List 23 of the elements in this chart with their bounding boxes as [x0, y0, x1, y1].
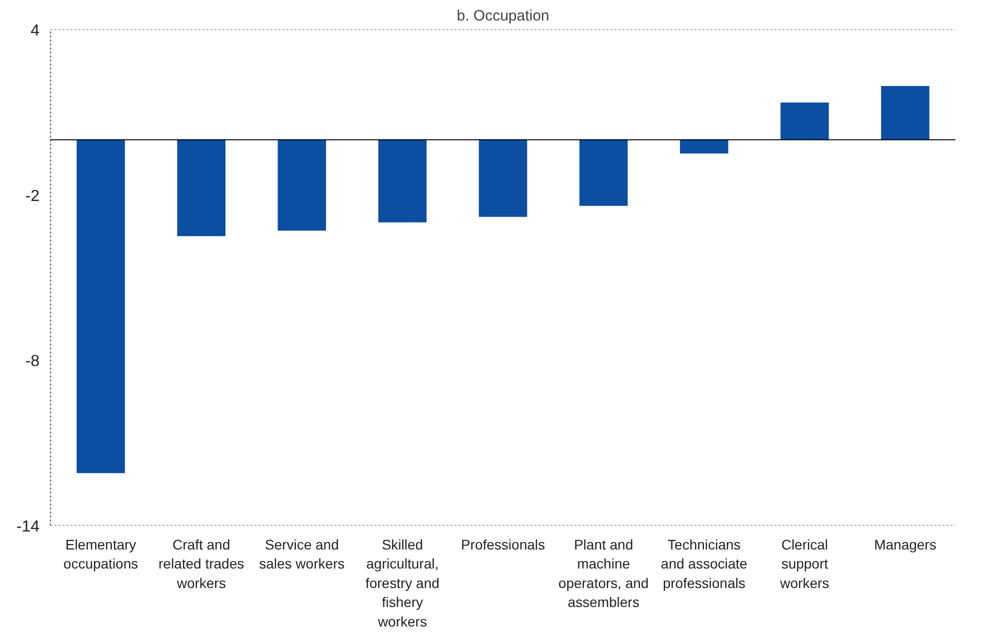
- x-tick-label: Craft and related trades workers: [158, 536, 244, 591]
- bar: [478, 140, 528, 217]
- x-tick-label: Managers: [874, 536, 936, 552]
- bar: [680, 140, 728, 154]
- x-tick-label: Clerical support workers: [779, 536, 830, 591]
- bar: [76, 140, 125, 474]
- x-tick-label: Technicians and associate professionals: [660, 536, 748, 591]
- x-tick-label: Elementary occupations: [63, 536, 138, 572]
- bar: [378, 140, 427, 222]
- bar: [579, 140, 628, 206]
- bar: [177, 140, 226, 236]
- bar: [780, 102, 829, 140]
- y-tick-label: -2: [25, 188, 40, 205]
- bar: [881, 86, 930, 140]
- x-tick-label: Service and sales workers: [259, 536, 345, 572]
- y-tick-label: -8: [25, 353, 40, 370]
- bar: [278, 140, 326, 231]
- x-tick-label: Plant and machine operators, and assemblers: [558, 536, 649, 610]
- y-tick-label: 4: [30, 22, 40, 40]
- x-tick-label: Professionals: [460, 536, 546, 552]
- chart-title: b. Occupation: [456, 8, 550, 24]
- y-tick-label: -14: [16, 518, 40, 536]
- x-tick-label: Skilled agricultural, forestry and fishery workers: [365, 536, 440, 630]
